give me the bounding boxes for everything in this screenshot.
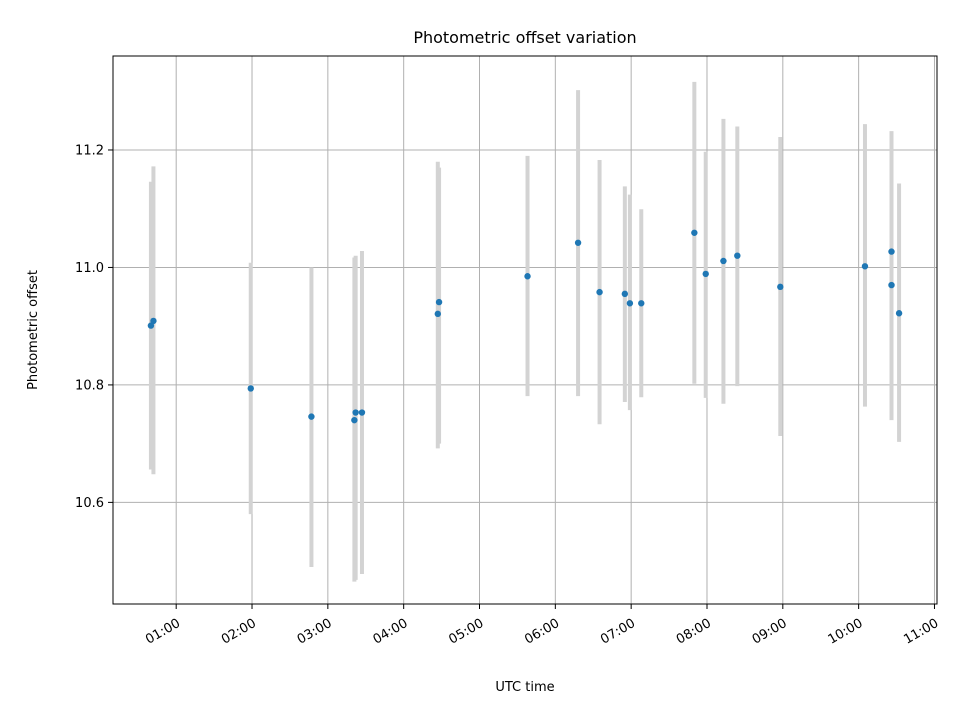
data-point <box>888 248 895 255</box>
data-point <box>150 317 157 325</box>
y-tick-label: 10.8 <box>75 378 104 393</box>
data-point <box>702 270 709 278</box>
data-point <box>247 385 254 392</box>
plot-frame <box>112 55 938 605</box>
data-point <box>596 288 603 296</box>
data-point <box>720 257 727 265</box>
y-tick-label: 11.0 <box>75 261 104 276</box>
data-point <box>621 290 629 298</box>
data-point <box>777 283 784 291</box>
chart-title: Photometric offset variation <box>413 28 636 47</box>
x-tick-label: 04:00 <box>371 616 411 648</box>
x-axis-label: UTC time <box>495 680 554 695</box>
x-tick-label: 02:00 <box>219 616 259 648</box>
x-tick-label: 03:00 <box>295 616 335 648</box>
data-point <box>524 273 531 280</box>
data-point <box>147 322 155 329</box>
x-tick-label: 09:00 <box>750 616 790 648</box>
x-tick-label: 07:00 <box>598 616 638 648</box>
data-point <box>691 229 698 236</box>
data-point <box>435 298 443 306</box>
y-tick-label: 10.6 <box>75 496 104 511</box>
data-point <box>351 416 358 424</box>
x-tick-label: 11:00 <box>901 616 941 648</box>
x-tick-label: 06:00 <box>522 616 562 648</box>
data-point <box>638 300 645 307</box>
y-tick-label: 11.2 <box>75 144 104 159</box>
data-point <box>734 252 741 259</box>
data-point <box>861 263 869 270</box>
data-point <box>626 300 634 307</box>
data-point <box>434 310 441 318</box>
grid <box>113 56 937 604</box>
data-point <box>308 413 315 420</box>
x-axis-ticks: 01:00 02:00 03:00 04:00 05:00 06:00 07:00 08:00… <box>143 604 941 648</box>
data-point <box>574 239 582 246</box>
x-tick-label: 05:00 <box>446 616 486 648</box>
y-axis-label: Photometric offset <box>26 270 41 390</box>
data-point <box>895 310 903 317</box>
x-tick-label: 01:00 <box>143 616 183 648</box>
data-point <box>358 409 366 416</box>
y-axis-ticks: 10.6 10.8 11.0 11.2 <box>75 144 113 511</box>
errorbars <box>148 81 902 582</box>
x-tick-label: 10:00 <box>826 616 866 648</box>
data-point <box>888 281 895 289</box>
x-tick-label: 08:00 <box>674 616 714 648</box>
data-point <box>352 409 359 416</box>
data-points <box>147 229 903 424</box>
